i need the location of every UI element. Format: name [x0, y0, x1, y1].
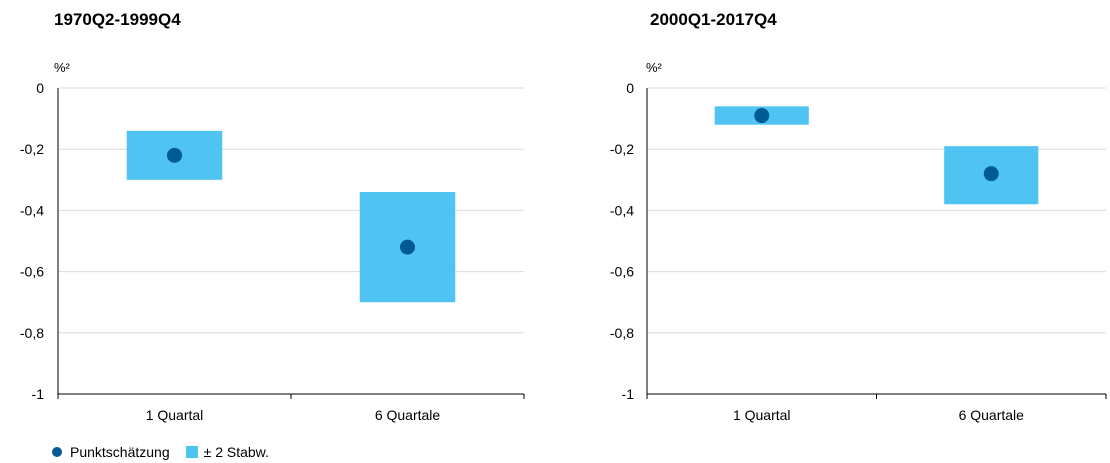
chart-title: 1970Q2-1999Q4 — [54, 10, 181, 29]
y-tick-label: 0 — [626, 80, 634, 96]
y-tick-label: -0,6 — [20, 264, 44, 280]
y-tick-label: -0,4 — [20, 202, 44, 218]
chart-plot-left: 0 -0,2 -0,4 -0,6 -0,8 -1 1 Quartal 6 Quartale %² — [20, 60, 525, 423]
y-tick-label: -0,6 — [610, 264, 634, 280]
chart-panel-left: 1970Q2-1999Q4 0 -0,2 -0,4 -0,6 -0,8 -1 1 Quart… — [0, 0, 555, 430]
y-unit-label: %² — [646, 60, 663, 75]
x-tick-label: 6 Quartale — [375, 407, 441, 423]
y-tick-label: -0,2 — [610, 141, 634, 157]
chart-title: 2000Q1-2017Q4 — [650, 10, 777, 29]
legend-item-point: Punktschätzung — [52, 444, 170, 460]
y-tick-label: 0 — [36, 80, 44, 96]
legend-box-icon — [185, 446, 198, 458]
x-tick-label: 1 Quartal — [146, 407, 204, 423]
legend-label: ± 2 Stabw. — [203, 444, 269, 460]
y-tick-label: -0,8 — [610, 325, 634, 341]
y-tick-label: -0,2 — [20, 141, 44, 157]
x-tick-label: 6 Quartale — [959, 407, 1025, 423]
y-tick-label: -0,4 — [610, 202, 634, 218]
data-point — [167, 147, 182, 163]
legend-dot-icon — [52, 447, 62, 457]
x-tick-label: 1 Quartal — [733, 407, 791, 423]
chart-panel-right: 2000Q1-2017Q4 0 -0,2 -0,4 -0,6 -0,8 -1 1 Quart… — [555, 0, 1110, 430]
y-tick-label: -1 — [32, 386, 45, 402]
chart-plot-right: 0 -0,2 -0,4 -0,6 -0,8 -1 1 Quartal 6 Quartale %² — [610, 60, 1107, 423]
legend-label: Punktschätzung — [70, 444, 170, 460]
y-unit-label: %² — [54, 60, 71, 75]
chart-legend: Punktschätzung ± 2 Stabw. — [52, 442, 285, 462]
legend-item-band: ± 2 Stabw. — [185, 444, 269, 460]
data-point — [983, 166, 999, 182]
y-tick-label: -0,8 — [20, 325, 44, 341]
data-point — [400, 239, 415, 255]
data-point — [754, 108, 770, 124]
y-tick-label: -1 — [622, 386, 635, 402]
